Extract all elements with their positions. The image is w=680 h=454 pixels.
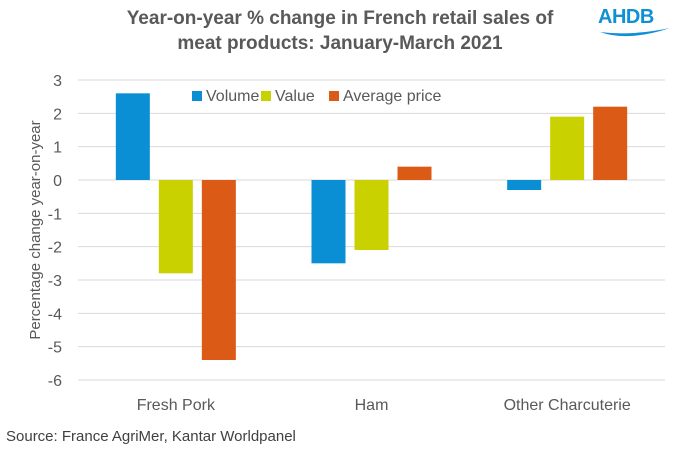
y-tick-label: 0 (53, 173, 62, 190)
y-tick-label: -2 (48, 240, 62, 257)
chart-title-line-1: Year-on-year % change in French retail s… (126, 8, 554, 29)
y-tick-label: -5 (48, 340, 62, 357)
logo-wave-icon (600, 28, 670, 37)
bar-value-fresh-pork (158, 180, 193, 274)
chart-title-line-2: meat products: January-March 2021 (177, 33, 503, 54)
y-axis-label: Percentage change year-on-year (27, 120, 44, 339)
bar-average-price-other-charcuterie (593, 106, 628, 180)
ahdb-logo: AHDB (598, 6, 672, 42)
bar-volume-fresh-pork (115, 93, 150, 180)
y-tick-label: -4 (48, 306, 62, 323)
x-tick-label: Other Charcuterie (504, 397, 631, 414)
y-tick-label: -6 (48, 373, 62, 390)
bar-average-price-ham (397, 166, 432, 180)
legend-swatch-average-price (329, 91, 339, 101)
legend-swatch-value (261, 91, 271, 101)
y-tick-label: 1 (53, 140, 62, 157)
y-tick-label: 2 (53, 106, 62, 123)
bar-volume-ham (311, 180, 346, 264)
logo-text: AHDB (598, 6, 654, 28)
x-tick-label: Fresh Pork (137, 397, 216, 414)
chart-title: Year-on-year % change in French retail s… (60, 6, 620, 56)
legend-swatch-volume (192, 91, 202, 101)
y-tick-label: -3 (48, 273, 62, 290)
legend-label: Value (275, 88, 315, 105)
bar-value-ham (354, 180, 389, 250)
x-tick-label: Ham (355, 397, 389, 414)
bar-value-other-charcuterie (550, 116, 585, 180)
y-tick-label: -1 (48, 206, 62, 223)
legend-label: Volume (206, 88, 259, 105)
y-tick-label: 3 (53, 73, 62, 90)
source-note: Source: France AgriMer, Kantar Worldpane… (6, 428, 296, 445)
bar-average-price-fresh-pork (201, 180, 236, 360)
bar-volume-other-charcuterie (507, 180, 542, 190)
legend-label: Average price (343, 88, 442, 105)
